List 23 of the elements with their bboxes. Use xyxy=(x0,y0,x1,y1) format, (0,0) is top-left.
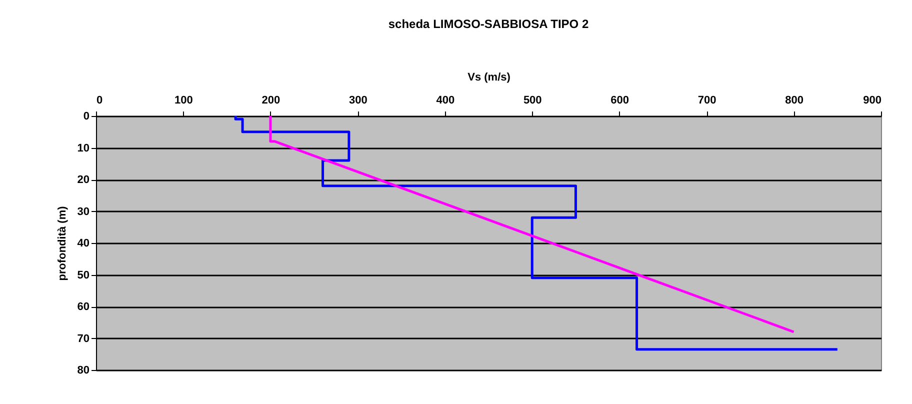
x-tick-label: 400 xyxy=(436,94,455,106)
y-tick-label: 0 xyxy=(83,110,90,122)
line-series xyxy=(234,116,839,351)
x-tick-label: 800 xyxy=(785,94,804,106)
y-tick-label: 20 xyxy=(77,174,90,186)
y-tick-label: 30 xyxy=(77,206,90,218)
y-tick-label: 60 xyxy=(77,301,90,313)
y-tick-label: 40 xyxy=(77,238,90,250)
x-tick-label: 0 xyxy=(96,94,103,106)
x-tick-label: 300 xyxy=(348,94,368,106)
x-tick-label: 200 xyxy=(262,94,280,106)
y-tick-label: 50 xyxy=(77,269,90,282)
x-tick-label: 900 xyxy=(863,94,882,106)
y-tick-label: 80 xyxy=(77,364,90,376)
y-tick-label: 70 xyxy=(77,332,90,345)
y-axis-title: profondità (m) xyxy=(56,206,68,281)
x-tick-label: 600 xyxy=(610,94,630,106)
y-tick-label: 10 xyxy=(77,142,90,154)
x-axis-title: Vs (m/s) xyxy=(468,72,511,84)
chart-title: scheda LIMOSO-SABBIOSA TIPO 2 xyxy=(388,17,589,31)
x-tick-label: 100 xyxy=(174,94,193,106)
x-tick-label: 700 xyxy=(698,94,716,106)
x-tick-label: 500 xyxy=(523,94,542,106)
